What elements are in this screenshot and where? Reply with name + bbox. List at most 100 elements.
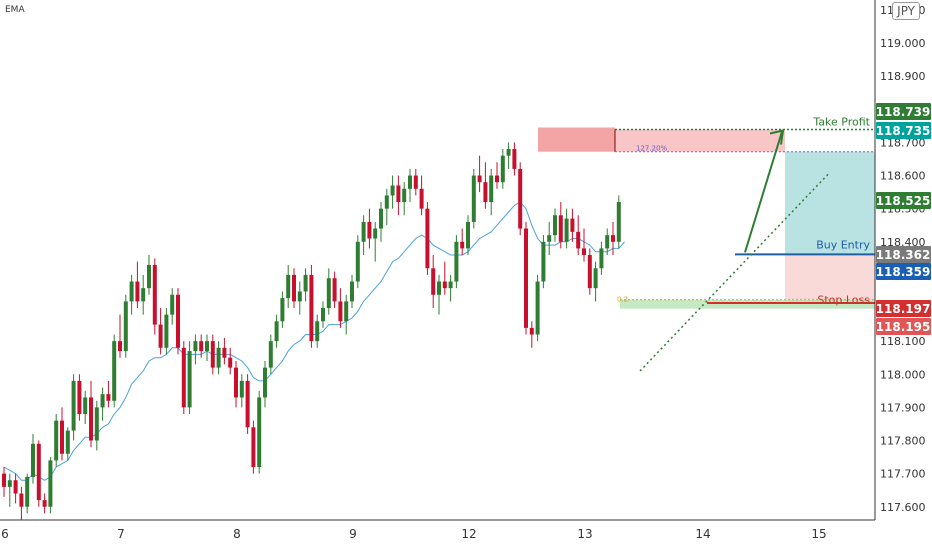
candle[interactable] — [118, 314, 122, 358]
candle[interactable] — [541, 235, 546, 289]
candle[interactable] — [205, 334, 209, 362]
price-tag[interactable]: 118.735 — [876, 122, 931, 139]
candle[interactable] — [570, 208, 575, 242]
candle[interactable] — [158, 308, 163, 355]
candle[interactable] — [36, 440, 41, 507]
candle[interactable] — [402, 182, 407, 216]
candle[interactable] — [239, 374, 244, 408]
candle[interactable] — [152, 258, 157, 335]
candle[interactable] — [605, 228, 610, 256]
candle[interactable] — [31, 433, 35, 484]
candle[interactable] — [210, 334, 215, 375]
price-tag[interactable]: 118.739 — [876, 103, 931, 120]
candle[interactable] — [42, 493, 47, 514]
candle[interactable] — [176, 288, 180, 355]
candle[interactable] — [89, 380, 93, 448]
candle[interactable] — [396, 175, 401, 216]
candle[interactable] — [326, 268, 331, 315]
candle[interactable] — [587, 248, 592, 295]
candle[interactable] — [48, 457, 53, 514]
candle[interactable] — [19, 486, 24, 520]
candle[interactable] — [263, 361, 267, 408]
candle[interactable] — [112, 334, 117, 408]
candle[interactable] — [373, 221, 378, 262]
candle[interactable] — [135, 261, 140, 309]
candle[interactable] — [228, 347, 233, 375]
price-tag[interactable]: 118.362 — [876, 246, 931, 263]
candle[interactable] — [564, 208, 569, 249]
candle[interactable] — [338, 288, 343, 328]
indicator-label[interactable]: EMA — [5, 5, 25, 15]
candle[interactable] — [506, 142, 511, 169]
candle[interactable] — [234, 361, 238, 408]
candle[interactable] — [448, 274, 453, 302]
candle[interactable] — [344, 294, 349, 335]
candle[interactable] — [425, 202, 430, 275]
candle[interactable] — [280, 291, 285, 328]
candle[interactable] — [13, 473, 18, 504]
candle[interactable] — [483, 162, 488, 209]
candle[interactable] — [576, 215, 581, 256]
candle[interactable] — [141, 274, 146, 315]
candle[interactable] — [187, 341, 192, 415]
candle[interactable] — [419, 175, 424, 216]
candle[interactable] — [413, 168, 418, 196]
candle[interactable] — [616, 195, 621, 249]
candle[interactable] — [54, 414, 59, 468]
candle[interactable] — [547, 221, 552, 256]
candle[interactable] — [164, 308, 169, 355]
price-tag[interactable]: 118.197 — [876, 300, 931, 317]
candle[interactable] — [257, 390, 262, 474]
candle[interactable] — [309, 264, 314, 348]
candle[interactable] — [292, 268, 296, 309]
candle[interactable] — [286, 264, 291, 309]
candle[interactable] — [355, 235, 360, 289]
candle[interactable] — [553, 208, 557, 242]
candle[interactable] — [193, 334, 198, 365]
candle[interactable] — [129, 274, 134, 315]
candle[interactable] — [199, 334, 204, 358]
candle[interactable] — [582, 228, 586, 262]
price-tag[interactable]: 118.525 — [876, 192, 931, 209]
candle[interactable] — [599, 241, 604, 275]
candle[interactable] — [332, 271, 337, 309]
candle[interactable] — [558, 202, 563, 249]
candle[interactable] — [460, 228, 465, 256]
candle[interactable] — [315, 314, 320, 348]
candle[interactable] — [100, 387, 105, 421]
candle[interactable] — [251, 420, 256, 474]
candle[interactable] — [495, 162, 499, 189]
candle[interactable] — [7, 473, 12, 507]
price-tag[interactable]: 118.359 — [876, 263, 931, 280]
candle[interactable] — [350, 274, 354, 309]
candle[interactable] — [77, 374, 82, 421]
candle[interactable] — [274, 314, 279, 348]
candle[interactable] — [297, 281, 302, 315]
candle[interactable] — [390, 175, 395, 209]
candle[interactable] — [454, 235, 459, 289]
candle[interactable] — [147, 255, 151, 295]
candle[interactable] — [83, 390, 88, 424]
candle[interactable] — [437, 274, 441, 315]
candle[interactable] — [611, 221, 615, 256]
candle[interactable] — [379, 202, 383, 242]
candle[interactable] — [25, 473, 30, 514]
candle[interactable] — [170, 288, 175, 325]
candle[interactable] — [518, 162, 523, 236]
candle[interactable] — [593, 261, 598, 302]
candle[interactable] — [71, 374, 76, 441]
candle[interactable] — [303, 268, 308, 302]
candle[interactable] — [60, 407, 64, 461]
candle[interactable] — [524, 221, 528, 335]
candle[interactable] — [123, 294, 128, 358]
candle[interactable] — [106, 380, 111, 408]
candle[interactable] — [181, 341, 186, 415]
candle[interactable] — [361, 215, 366, 256]
candle[interactable] — [367, 208, 372, 249]
candle[interactable] — [442, 261, 447, 295]
candle[interactable] — [529, 321, 534, 348]
candle[interactable] — [466, 215, 470, 256]
candle[interactable] — [222, 337, 227, 365]
